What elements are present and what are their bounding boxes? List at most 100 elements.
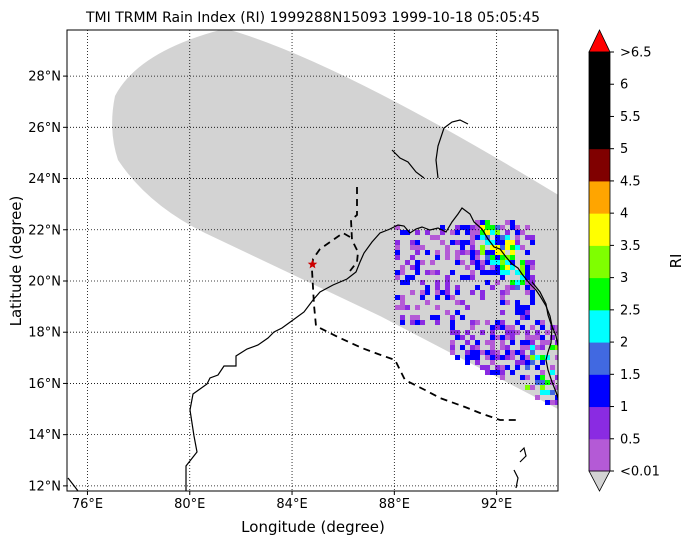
colorbar-label: RI <box>667 254 685 269</box>
rain-pixel <box>510 370 515 375</box>
rain-pixel <box>425 290 430 295</box>
rain-pixel <box>495 250 500 255</box>
rain-pixel <box>555 345 558 350</box>
rain-pixel <box>470 345 475 350</box>
rain-pixel <box>525 360 530 365</box>
rain-pixel <box>405 275 410 280</box>
colorbar-tick-label: 3.5 <box>620 239 641 254</box>
colorbar-tick-label: 5.5 <box>620 110 641 125</box>
rain-pixel <box>490 345 495 350</box>
rain-pixel <box>490 260 495 265</box>
rain-pixel <box>510 325 515 330</box>
rain-pixel <box>505 350 510 355</box>
rain-pixel <box>475 350 480 355</box>
colorbar-under-arrow <box>588 470 611 492</box>
rain-pixel <box>540 335 545 340</box>
rain-pixel <box>485 350 490 355</box>
rain-pixel <box>455 300 460 305</box>
rain-pixel <box>450 340 455 345</box>
rain-pixel <box>540 345 545 350</box>
rain-pixel <box>465 250 470 255</box>
colorbar-segment <box>589 84 610 117</box>
rain-pixel <box>490 255 495 260</box>
rain-pixel <box>480 290 485 295</box>
rain-pixel <box>425 250 430 255</box>
rain-pixel <box>485 255 490 260</box>
rain-pixel <box>550 335 555 340</box>
colorbar-segment <box>589 374 610 408</box>
rain-pixel <box>410 315 415 320</box>
rain-pixel <box>495 225 500 230</box>
rain-pixel <box>485 320 490 325</box>
y-axis-label: Latitude (degree) <box>7 196 25 327</box>
rain-pixel <box>445 275 450 280</box>
y-tick-label: 28°N <box>28 70 61 85</box>
rain-pixel <box>485 340 490 345</box>
rain-pixel <box>510 285 515 290</box>
rain-pixel <box>540 385 545 390</box>
rain-pixel <box>520 305 525 310</box>
y-tick-label: 26°N <box>28 121 61 136</box>
rain-pixel <box>520 310 525 315</box>
rain-pixel <box>470 250 475 255</box>
rain-pixel <box>485 355 490 360</box>
rain-pixel <box>405 260 410 265</box>
rain-pixel <box>535 335 540 340</box>
rain-pixel <box>495 255 500 260</box>
rain-pixel <box>515 280 520 285</box>
rain-pixel <box>475 345 480 350</box>
rain-pixel <box>450 295 455 300</box>
rain-pixel <box>525 310 530 315</box>
rain-pixel <box>525 365 530 370</box>
rain-pixel <box>420 245 425 250</box>
rain-pixel <box>530 290 535 295</box>
rain-pixel <box>525 275 530 280</box>
y-tick-label: 16°N <box>28 377 61 392</box>
rain-pixel <box>400 270 405 275</box>
rain-pixel <box>470 275 475 280</box>
rain-pixel <box>525 315 530 320</box>
rain-pixel <box>450 315 455 320</box>
rain-pixel <box>470 335 475 340</box>
rain-pixel <box>450 345 455 350</box>
rain-pixel <box>525 280 530 285</box>
rain-pixel <box>505 220 510 225</box>
rain-pixel <box>545 380 550 385</box>
rain-pixel <box>540 370 545 375</box>
rain-pixel <box>505 240 510 245</box>
rain-pixel <box>435 255 440 260</box>
rain-pixel <box>470 255 475 260</box>
rain-pixel <box>550 400 555 405</box>
rain-pixel <box>505 335 510 340</box>
rain-pixel <box>465 305 470 310</box>
rain-pixel <box>445 295 450 300</box>
rain-pixel <box>450 325 455 330</box>
rain-pixel <box>460 275 465 280</box>
rain-pixel <box>465 240 470 245</box>
rain-pixel <box>505 255 510 260</box>
rain-pixel <box>490 240 495 245</box>
colorbar-tick-label: 0.5 <box>620 432 641 447</box>
rain-pixel <box>555 325 558 330</box>
colorbar-tick-label: <0.01 <box>620 465 660 480</box>
rain-pixel <box>505 230 510 235</box>
y-tick-label: 18°N <box>28 326 61 341</box>
rain-pixel <box>435 270 440 275</box>
rain-pixel <box>420 295 425 300</box>
rain-pixel <box>510 255 515 260</box>
rain-pixel <box>460 250 465 255</box>
rain-pixel <box>535 330 540 335</box>
rain-pixel <box>490 370 495 375</box>
rain-pixel <box>475 320 480 325</box>
rain-pixel <box>520 260 525 265</box>
colorbar: <0.01 0.5 1 1.5 2 2.5 3 3.5 4 4.5 5 5.5 6 >6.5 <box>588 29 660 492</box>
rain-pixel <box>530 360 535 365</box>
rain-pixel <box>520 325 525 330</box>
rain-pixel <box>395 270 400 275</box>
rain-pixel <box>480 295 485 300</box>
rain-pixel <box>490 340 495 345</box>
rain-pixel <box>455 355 460 360</box>
rain-pixel <box>535 380 540 385</box>
rain-pixel <box>400 315 405 320</box>
rain-pixel <box>510 265 515 270</box>
